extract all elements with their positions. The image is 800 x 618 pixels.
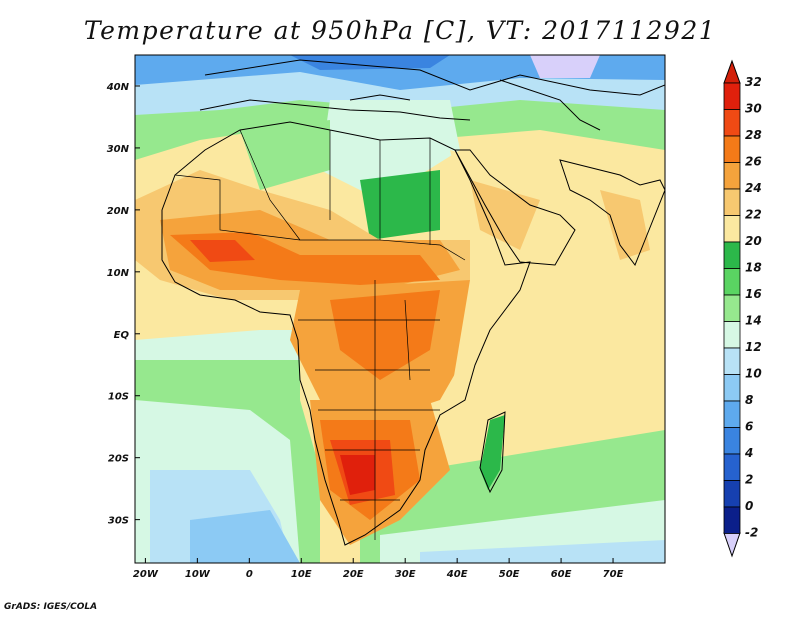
field-horn <box>450 270 560 400</box>
field-arabia-warm <box>470 180 540 250</box>
lat-tick-label: 40N <box>106 82 130 93</box>
colorbar-bottom-cap <box>723 532 741 558</box>
colorbar-swatch <box>723 215 741 243</box>
field-europe-cold <box>135 55 665 90</box>
lat-tick-label: 30S <box>108 516 129 527</box>
field-atlantic-colder <box>190 510 300 563</box>
colorbar-swatch <box>723 135 741 163</box>
field-kalahari-peak <box>340 455 375 495</box>
colorbar-swatch <box>723 506 741 534</box>
field-europe-colder <box>290 55 450 70</box>
lon-tick-label: 20E <box>343 569 364 580</box>
field-tibesti-green <box>360 170 440 240</box>
field-sahel-hotter <box>190 240 255 262</box>
colorbar-swatch <box>723 82 741 110</box>
lon-tick-label: 60E <box>551 569 572 580</box>
colorbar-swatch <box>723 480 741 508</box>
lon-tick-label: 50E <box>499 569 520 580</box>
colorbar-swatch <box>723 400 741 428</box>
italy-coast <box>349 94 411 101</box>
colorbar-label: 8 <box>745 393 753 407</box>
colorbar-swatch <box>723 347 741 375</box>
lon-tick-label: 20W <box>133 569 159 580</box>
colorbar-label: 22 <box>745 208 762 222</box>
colorbar-label: 16 <box>745 287 762 301</box>
field-guinea-warm <box>135 280 260 340</box>
colorbar-label: 30 <box>745 102 762 116</box>
lon-tick-label: 10E <box>291 569 312 580</box>
arabia-coast <box>454 149 576 266</box>
colorbar-swatch <box>723 241 741 269</box>
lat-tick-label: 10N <box>107 268 130 279</box>
colorbar-swatch <box>723 453 741 481</box>
plot-frame <box>134 54 666 564</box>
lat-tick-label: 20S <box>108 454 129 465</box>
field-indian-cold <box>420 540 665 563</box>
lon-tick-label: 70E <box>603 569 624 580</box>
map-title: Temperature at 950hPa [C], VT: 201711292… <box>83 16 717 45</box>
colorbar-label: 10 <box>745 367 762 381</box>
colorbar-swatch <box>723 188 741 216</box>
colorbar-label: 26 <box>745 155 762 169</box>
colorbar-label: -2 <box>745 526 758 540</box>
colorbar-swatch <box>723 268 741 296</box>
lake-border <box>404 299 411 381</box>
colorbar-swatch <box>723 427 741 455</box>
mediterranean-coast <box>199 99 471 121</box>
colorbar-swatch <box>723 294 741 322</box>
colorbar-label: 14 <box>745 314 762 328</box>
lat-tick-label: 30N <box>107 144 130 155</box>
africa-coast <box>161 121 531 546</box>
credit-label: GrADS: IGES/COLA <box>4 602 98 612</box>
colorbar-top-cap <box>723 59 741 84</box>
colorbar-label: 12 <box>745 340 762 354</box>
field-sahara-mild <box>240 120 330 190</box>
lon-tick-label: 0 <box>246 569 253 580</box>
colorbar-swatch <box>723 374 741 402</box>
europe-coast <box>204 59 665 96</box>
lat-tick-label: 10S <box>108 392 129 403</box>
field-sahara-cool <box>320 100 460 200</box>
colorbar-label: 2 <box>745 473 753 487</box>
colorbar-label: 24 <box>745 181 762 195</box>
colorbar-swatch <box>723 321 741 349</box>
colorbar-label: 4 <box>744 446 753 460</box>
lon-tick-label: 10W <box>185 569 211 580</box>
asia-coast <box>559 159 665 267</box>
colorbar-label: 20 <box>745 234 762 248</box>
longitude-axis: 20W 10W 0 10E 20E 30E 40E 50E 60E 70E <box>133 558 624 580</box>
madagascar-coast <box>479 411 506 494</box>
latitude-axis: 40N 30N 20N 10N EQ 10S 20S 30S <box>106 82 140 527</box>
caspian-coast <box>499 79 601 131</box>
colorbar-label: 0 <box>745 499 753 513</box>
lat-tick-label: EQ <box>114 330 130 341</box>
lat-tick-label: 20N <box>107 206 130 217</box>
colorbar-label: 6 <box>745 420 753 434</box>
field-cold-patch <box>530 55 600 78</box>
country-borders <box>174 129 466 540</box>
temperature-field <box>135 55 665 563</box>
mali-border <box>239 129 301 241</box>
colorbar-swatch <box>723 162 741 190</box>
colorbar-label: 18 <box>745 261 762 275</box>
colorbar-swatch <box>723 109 741 137</box>
field-india-warm <box>600 190 650 260</box>
field-central-hot <box>330 290 440 380</box>
lon-tick-label: 40E <box>446 569 468 580</box>
field-madagascar <box>480 415 505 490</box>
coastlines <box>161 59 665 546</box>
colorbar-label: 32 <box>745 75 762 89</box>
colorbar-label: 28 <box>745 128 762 142</box>
field-guinea-cool <box>135 330 300 360</box>
lon-tick-label: 30E <box>395 569 416 580</box>
